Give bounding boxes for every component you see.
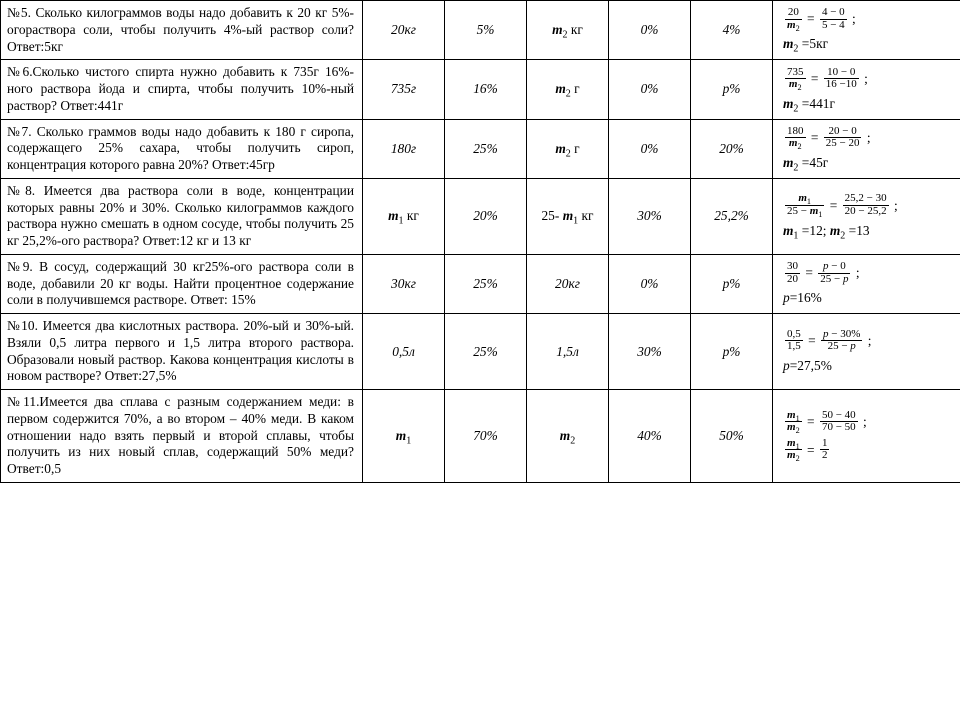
value-cell: 4% [691,1,773,60]
value-cell: 0% [609,60,691,119]
problem-cell: №8. Имеется два раствора соли в воде, ко… [1,178,363,254]
value-cell: 25% [445,119,527,178]
solution-cell: m1m2 = 50 − 4070 − 50 ;m1m2 = 12 [773,390,960,483]
value-cell: 30% [609,314,691,390]
solution-cell: 735m2 = 10 − 016 −10 ;m2 =441г [773,60,960,119]
mass-cell: m2 [527,390,609,483]
value-cell: 20кг [527,254,609,313]
table-row: №11.Имеется два сплава с разным содержан… [1,390,960,483]
problem-cell: №9. В сосуд, содержащий 30 кг25%-ого рас… [1,254,363,313]
mass-cell: m2 г [527,60,609,119]
solution-cell: 3020 = p − 025 − p ;p=16% [773,254,960,313]
value-cell: 30кг [363,254,445,313]
value-cell: 180г [363,119,445,178]
value-cell: 735г [363,60,445,119]
table-row: №9. В сосуд, содержащий 30 кг25%-ого рас… [1,254,960,313]
mass-cell: 25- m1 кг [527,178,609,254]
value-cell: 5% [445,1,527,60]
value-cell: 0,5л [363,314,445,390]
value-cell: 0% [609,1,691,60]
value-cell: 20% [445,178,527,254]
value-cell: p% [691,254,773,313]
value-cell: 25% [445,314,527,390]
solution-cell: 0,51,5 = p − 30%25 − p ;p=27,5% [773,314,960,390]
value-cell: 30% [609,178,691,254]
value-cell: 0% [609,119,691,178]
mass-cell: m2 г [527,119,609,178]
problem-cell: №11.Имеется два сплава с разным содержан… [1,390,363,483]
value-cell: 25,2% [691,178,773,254]
value-cell: p% [691,314,773,390]
table-row: №8. Имеется два раствора соли в воде, ко… [1,178,960,254]
value-cell: 70% [445,390,527,483]
value-cell: 20% [691,119,773,178]
mass-cell: m1 кг [363,178,445,254]
problems-table: №5. Сколько килограммов воды надо добави… [0,0,960,483]
value-cell: 40% [609,390,691,483]
problem-cell: №7. Сколько граммов воды надо добавить к… [1,119,363,178]
value-cell: 25% [445,254,527,313]
problem-cell: №6.Сколько чистого спирта нужно добавить… [1,60,363,119]
solution-cell: 180m2 = 20 − 025 − 20 ;m2 =45г [773,119,960,178]
solution-cell: m125 − m1 = 25,2 − 3020 − 25,2 ;m1 =12; … [773,178,960,254]
value-cell: 50% [691,390,773,483]
value-cell: 1,5л [527,314,609,390]
value-cell: p% [691,60,773,119]
value-cell: 20кг [363,1,445,60]
table-row: №6.Сколько чистого спирта нужно добавить… [1,60,960,119]
value-cell: 16% [445,60,527,119]
mass-cell: m1 [363,390,445,483]
table-row: №7. Сколько граммов воды надо добавить к… [1,119,960,178]
table-row: №5. Сколько килограммов воды надо добави… [1,1,960,60]
mass-cell: m2 кг [527,1,609,60]
problem-cell: №5. Сколько килограммов воды надо добави… [1,1,363,60]
value-cell: 0% [609,254,691,313]
table-row: №10. Имеется два кислотных раствора. 20%… [1,314,960,390]
problem-cell: №10. Имеется два кислотных раствора. 20%… [1,314,363,390]
solution-cell: 20m2 = 4 − 05 − 4 ;m2 =5кг [773,1,960,60]
